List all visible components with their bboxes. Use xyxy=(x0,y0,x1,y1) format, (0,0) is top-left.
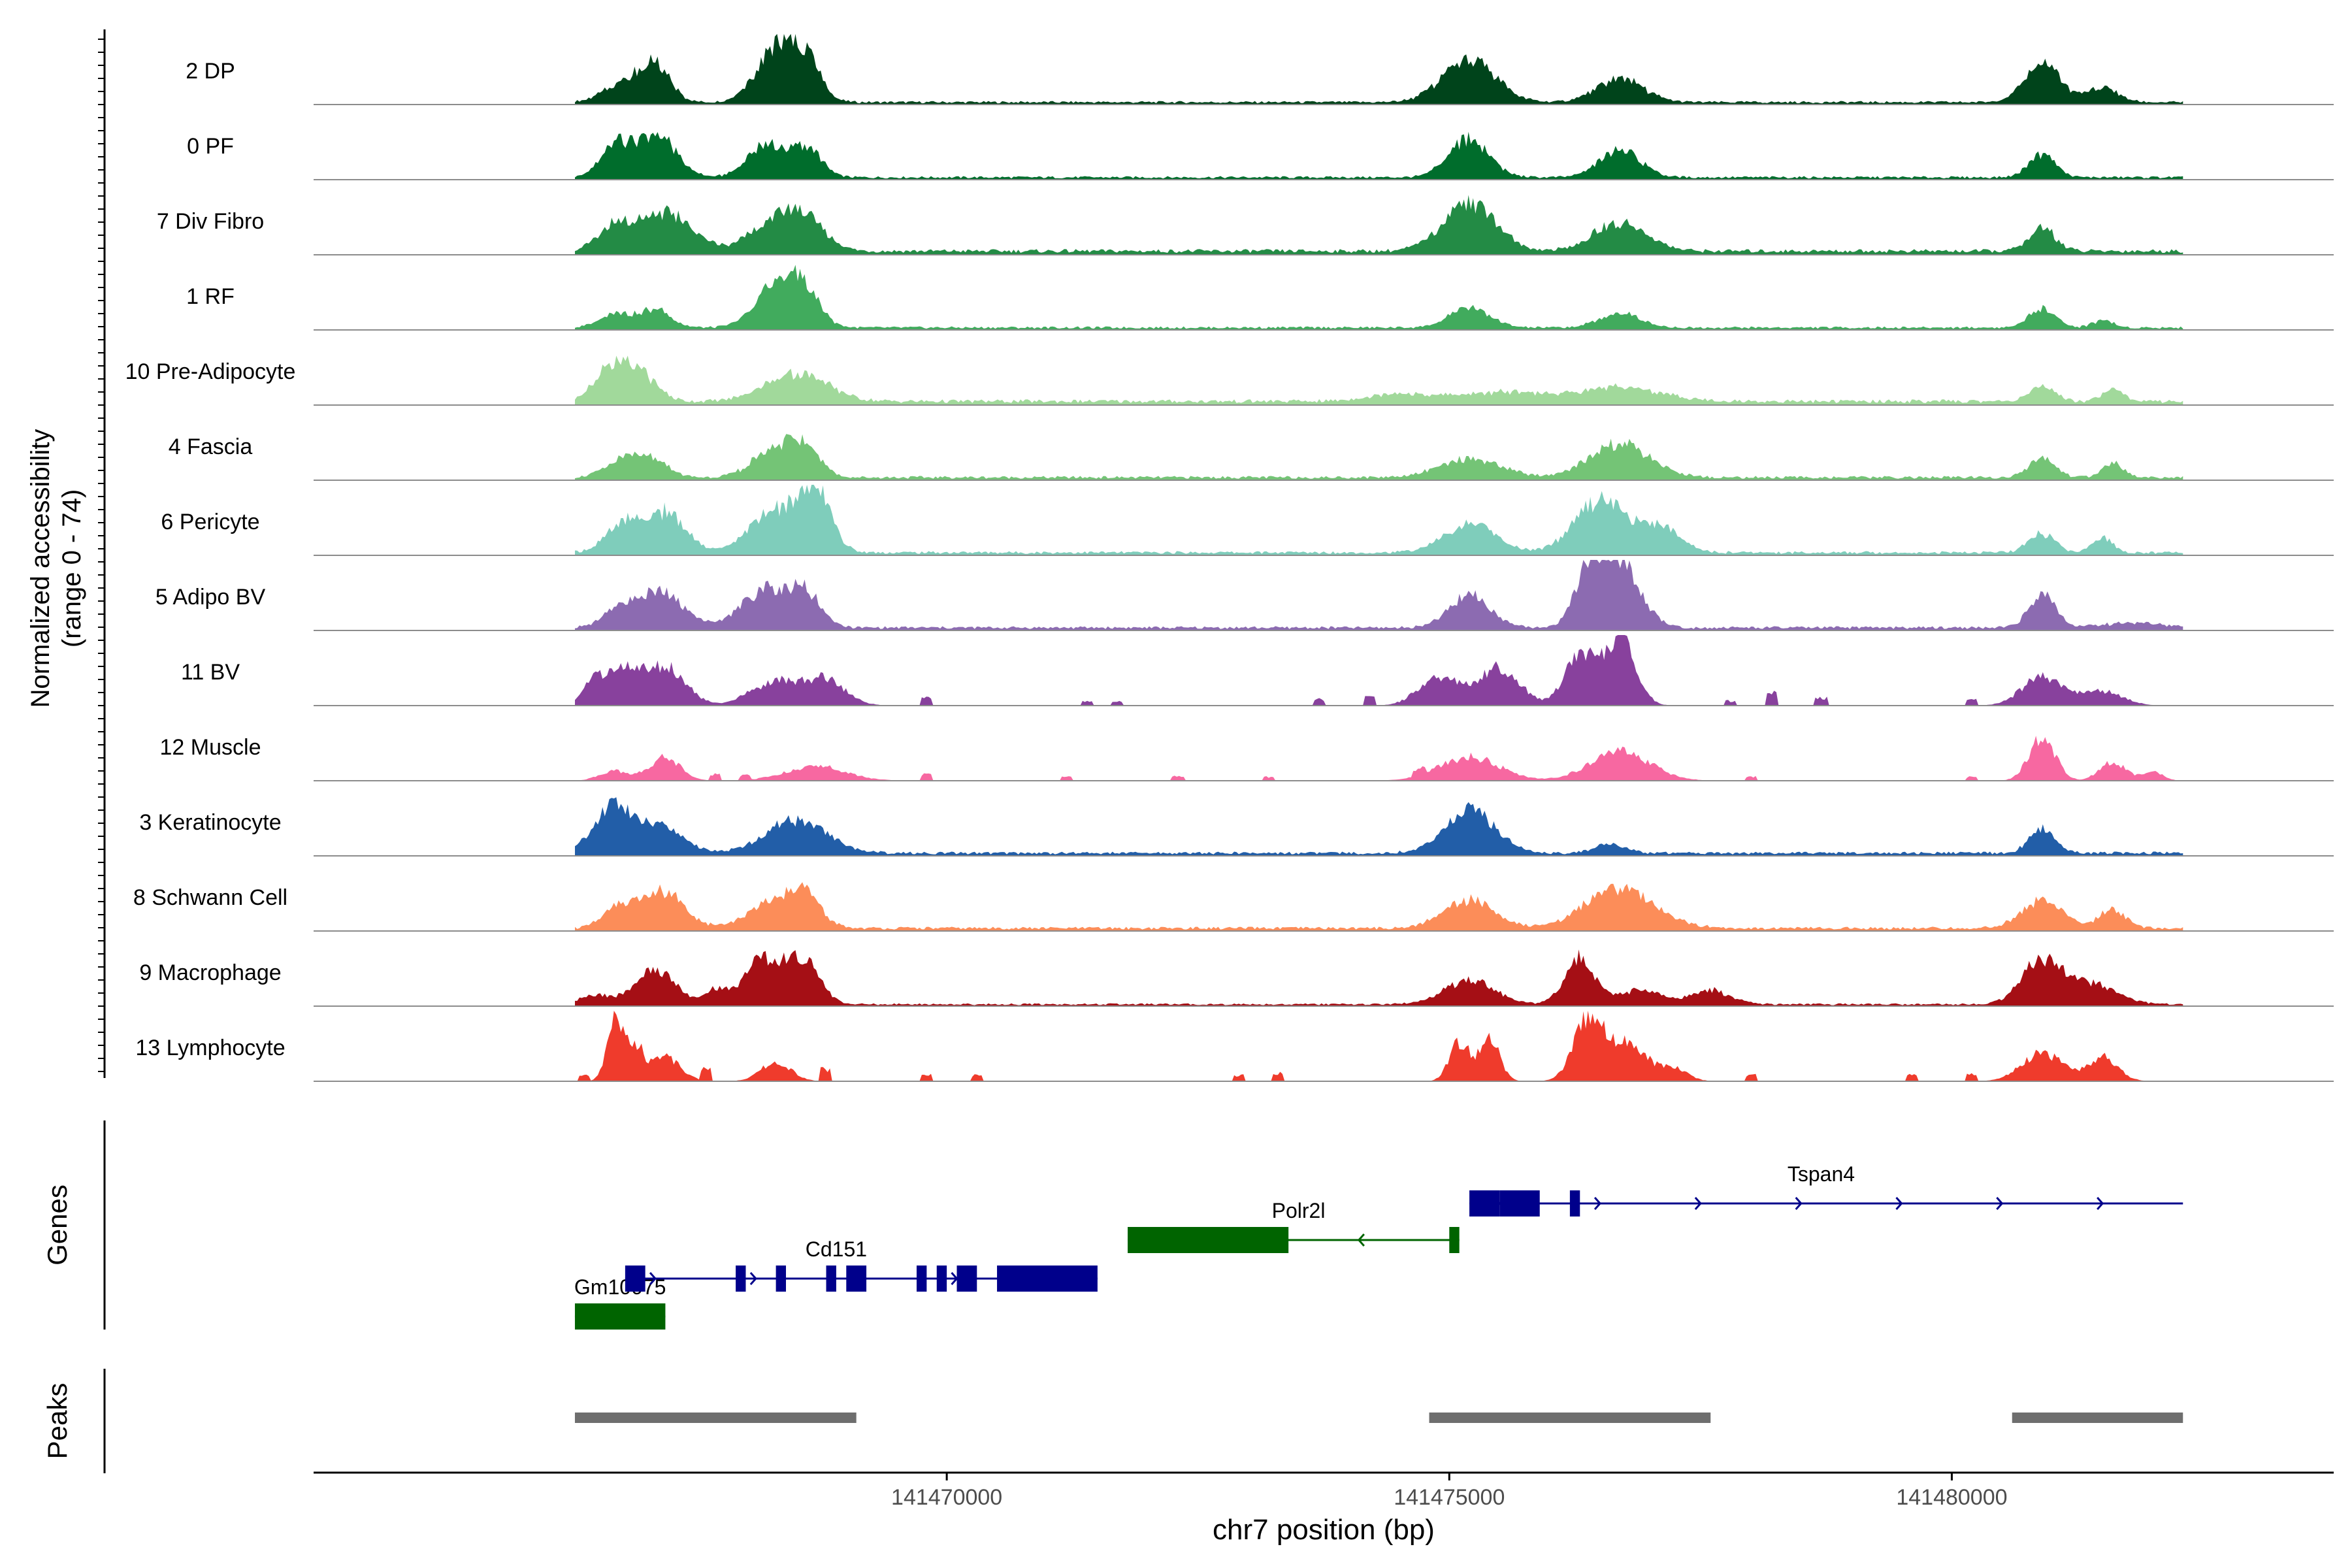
track-label: 7 Div Fibro xyxy=(157,209,264,234)
gene-exon xyxy=(574,1303,666,1330)
coverage-area xyxy=(575,882,2183,931)
track-2: 0 PF xyxy=(187,131,2334,180)
track-label: 4 Fascia xyxy=(169,434,253,459)
gene-exon xyxy=(1499,1190,1540,1217)
coverage-area xyxy=(575,355,2183,405)
y-axis-title-line1: Normalized accessibility xyxy=(26,429,55,708)
y-axis-title-line2: (range 0 - 74) xyxy=(57,489,86,647)
track-4: 1 RF xyxy=(186,265,2334,331)
gene-exon xyxy=(776,1266,787,1292)
track-label: 10 Pre-Adipocyte xyxy=(125,359,296,384)
strand-arrow xyxy=(2097,1197,2104,1210)
gene-exon xyxy=(997,1266,1098,1292)
y-axis-title: Normalized accessibility (range 0 - 74) xyxy=(26,429,86,708)
track-label: 8 Schwann Cell xyxy=(133,885,287,910)
coverage-area xyxy=(575,635,2183,706)
peaks-track-label: Peaks xyxy=(42,1383,73,1460)
strand-arrow xyxy=(1996,1197,2004,1210)
track-9: 11 BV xyxy=(181,635,2334,706)
coverage-area xyxy=(575,485,2183,555)
gene-exon xyxy=(1469,1190,1500,1217)
gene-polr2l: Polr2l xyxy=(1128,1199,1460,1253)
coverage-area xyxy=(575,736,2183,781)
track-label: 2 DP xyxy=(186,59,235,84)
gene-exon xyxy=(1449,1227,1460,1253)
gene-exon xyxy=(1569,1190,1580,1217)
strand-arrow xyxy=(1795,1197,1803,1210)
track-label: 3 Keratinocyte xyxy=(139,810,281,835)
x-tick-label: 141475000 xyxy=(1394,1485,1505,1510)
coverage-area xyxy=(575,434,2183,480)
track-14: 13 Lymphocyte xyxy=(135,1011,2334,1082)
gene-label: Cd151 xyxy=(806,1237,867,1261)
gene-exon xyxy=(625,1266,645,1292)
track-1: 2 DP xyxy=(186,34,2334,105)
peak-region xyxy=(2012,1413,2183,1423)
strand-arrow xyxy=(749,1272,757,1285)
peak-track xyxy=(574,1413,2183,1423)
gene-tspan4: Tspan4 xyxy=(1469,1162,2183,1217)
track-11: 3 Keratinocyte xyxy=(139,797,2334,857)
track-label: 1 RF xyxy=(186,284,235,309)
coverage-area xyxy=(575,1011,2183,1081)
gene-label: Polr2l xyxy=(1272,1199,1326,1222)
x-tick-label: 141480000 xyxy=(1896,1485,2007,1510)
coverage-tracks: 2 DP 0 PF 7 Div Fibro 1 RF 10 Pre-Adipocyte 4… xyxy=(125,34,2334,1082)
gene-cd151: Cd151 xyxy=(625,1237,1098,1292)
coverage-area xyxy=(575,949,2183,1006)
gene-exon xyxy=(1128,1227,1289,1253)
gene-label: Tspan4 xyxy=(1788,1162,1855,1186)
strand-arrow xyxy=(1593,1197,1602,1210)
gene-exon xyxy=(736,1266,746,1292)
gene-exon xyxy=(916,1266,927,1292)
strand-arrow xyxy=(1357,1233,1365,1247)
coverage-area xyxy=(575,797,2183,856)
coverage-area xyxy=(575,195,2183,255)
track-10: 12 Muscle xyxy=(160,735,2334,781)
accessibility-axis-ticks xyxy=(98,39,105,1072)
track-3: 7 Div Fibro xyxy=(157,195,2334,255)
gene-exon xyxy=(956,1266,977,1292)
x-axis-ticks: 141470000 141475000 141480000 xyxy=(891,1473,2008,1510)
track-6: 4 Fascia xyxy=(169,434,2334,481)
genes-track-label: Genes xyxy=(42,1184,73,1266)
track-7: 6 Pericyte xyxy=(161,485,2334,556)
track-label: 11 BV xyxy=(181,660,240,685)
track-8: 5 Adipo BV xyxy=(155,560,2334,631)
track-12: 8 Schwann Cell xyxy=(133,882,2334,932)
coverage-area xyxy=(575,131,2183,180)
gene-exon xyxy=(826,1266,836,1292)
strand-arrow xyxy=(1694,1197,1702,1210)
gene-exon xyxy=(936,1266,947,1292)
track-5: 10 Pre-Adipocyte xyxy=(125,355,2334,406)
strand-arrow xyxy=(1895,1197,1903,1210)
peak-region xyxy=(574,1413,857,1423)
strand-arrow xyxy=(649,1272,657,1285)
gene-exon xyxy=(846,1266,867,1292)
coverage-area xyxy=(575,560,2183,630)
coverage-area xyxy=(575,34,2183,105)
track-label: 5 Adipo BV xyxy=(155,585,266,610)
coverage-area xyxy=(575,265,2183,330)
track-label: 0 PF xyxy=(187,134,234,159)
track-label: 13 Lymphocyte xyxy=(135,1036,285,1060)
track-13: 9 Macrophage xyxy=(139,949,2334,1007)
x-axis-title: chr7 position (bp) xyxy=(1213,1514,1435,1546)
track-label: 6 Pericyte xyxy=(161,510,259,534)
track-label: 12 Muscle xyxy=(160,735,261,760)
peak-region xyxy=(1429,1413,1711,1423)
track-label: 9 Macrophage xyxy=(139,960,281,985)
x-tick-label: 141470000 xyxy=(891,1485,1002,1510)
